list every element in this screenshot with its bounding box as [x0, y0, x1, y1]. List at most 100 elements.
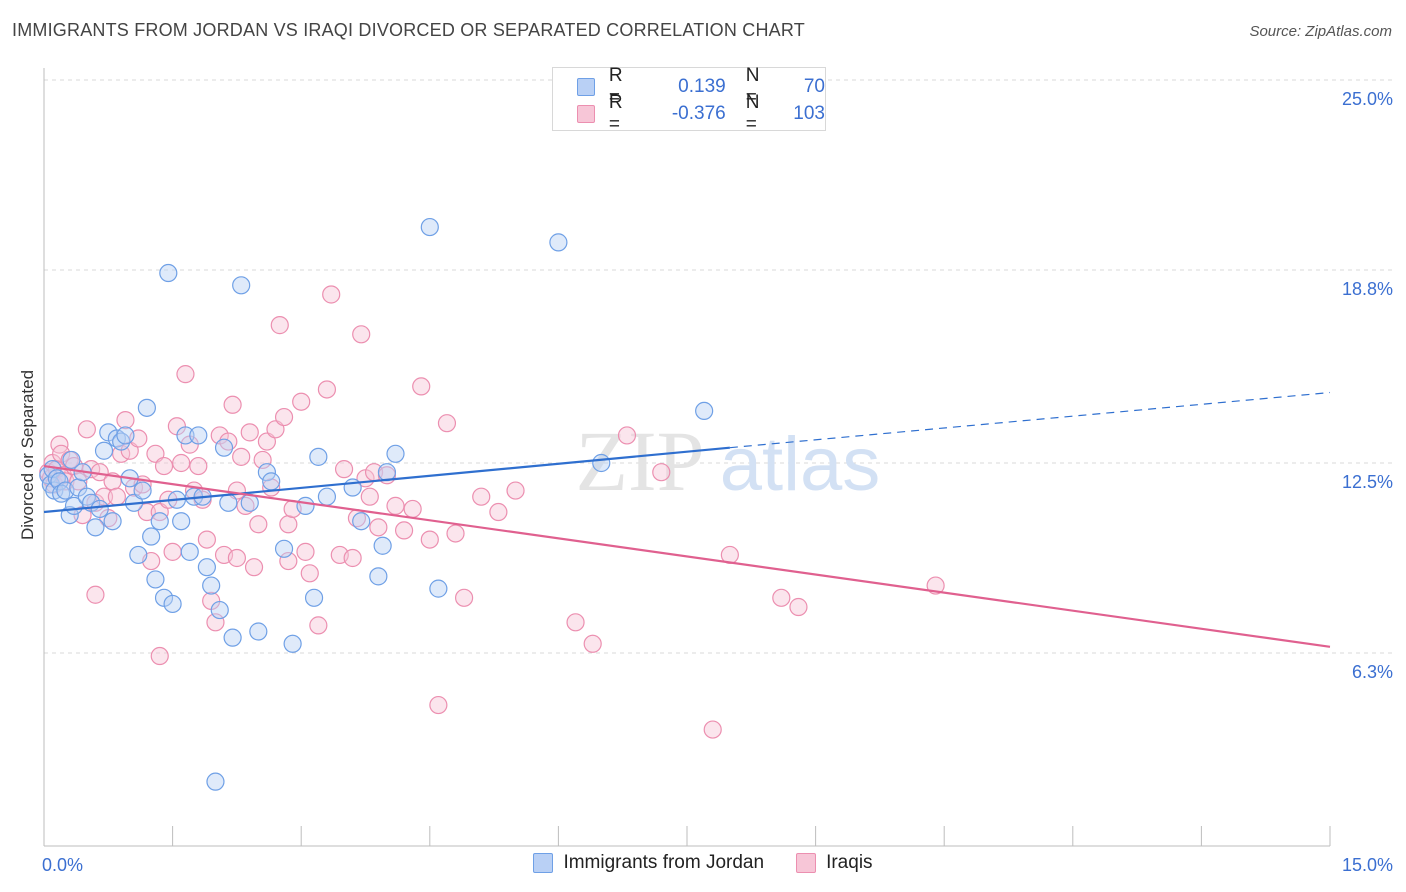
point-jordan — [214, 438, 234, 457]
legend-r-label: R = — [608, 92, 623, 135]
point-iraqi — [244, 558, 264, 577]
point-jordan — [133, 481, 152, 500]
legend-label-iraqis: Iraqis — [826, 852, 873, 873]
point-iraqi — [506, 481, 525, 500]
point-jordan — [197, 558, 216, 577]
point-iraqi — [86, 585, 105, 604]
point-jordan — [420, 217, 439, 237]
point-jordan — [210, 600, 229, 620]
legend-n-label: N = — [745, 65, 760, 108]
y-tick-label: 18.8% — [1342, 279, 1393, 299]
legend-n-label: N = — [745, 92, 760, 135]
legend-swatch-jordan — [577, 78, 595, 96]
point-jordan — [202, 576, 221, 595]
point-jordan — [180, 542, 199, 561]
point-jordan — [386, 444, 405, 463]
source-label: Source: ZipAtlas.com — [1249, 23, 1392, 40]
point-iraqi — [437, 414, 457, 433]
point-iraqi — [292, 392, 311, 411]
point-jordan — [142, 527, 161, 546]
point-jordan — [296, 496, 315, 515]
legend-row-jordan: R = 0.139 N = 70 — [577, 65, 825, 108]
point-jordan — [317, 487, 337, 506]
legend-swatch-iraqis — [577, 105, 595, 123]
point-jordan — [137, 398, 156, 417]
point-iraqi — [227, 548, 246, 568]
point-iraqi — [279, 515, 298, 534]
legend-item-iraqis[interactable]: Iraqis — [796, 852, 873, 874]
point-jordan — [592, 453, 611, 473]
point-jordan — [274, 539, 294, 558]
legend-n-value: 103 — [793, 103, 825, 124]
point-jordan — [304, 588, 324, 607]
point-iraqi — [317, 380, 337, 399]
point-iraqi — [489, 502, 508, 522]
trend-line-jordan — [43, 446, 730, 514]
series-legend: Immigrants from Jordan Iraqis — [0, 852, 1406, 874]
point-iraqi — [309, 616, 328, 635]
series-iraqis — [39, 285, 945, 739]
point-jordan — [189, 426, 208, 445]
point-iraqi — [386, 496, 405, 515]
point-jordan — [219, 493, 238, 512]
point-iraqi — [163, 542, 182, 561]
point-iraqi — [403, 499, 422, 519]
point-jordan — [129, 545, 148, 565]
point-jordan — [369, 567, 388, 586]
point-iraqi — [137, 502, 156, 522]
trend-lines — [43, 391, 1331, 648]
point-jordan — [352, 512, 371, 531]
point-jordan — [62, 450, 81, 470]
trend-line-jordan-extension — [729, 391, 1331, 449]
point-iraqi — [334, 460, 354, 479]
point-iraqi — [240, 423, 259, 442]
watermark-atlas: atlas — [720, 422, 881, 507]
point-iraqi — [652, 463, 671, 482]
point-jordan — [283, 634, 302, 653]
point-iraqi — [150, 646, 169, 666]
point-jordan — [223, 628, 242, 647]
point-iraqi — [583, 634, 602, 653]
point-jordan — [549, 233, 568, 252]
point-jordan — [257, 463, 277, 482]
point-iraqi — [300, 564, 319, 583]
legend-label-jordan: Immigrants from Jordan — [563, 852, 765, 873]
legend-r-label: R = — [608, 65, 623, 108]
point-iraqi — [172, 453, 191, 473]
point-iraqi — [77, 420, 96, 439]
point-iraqi — [454, 588, 474, 607]
legend-n-value: 70 — [803, 76, 825, 97]
point-iraqi — [369, 518, 388, 537]
point-jordan — [94, 441, 114, 460]
point-iraqi — [343, 548, 362, 568]
y-tick-label: 12.5% — [1342, 472, 1393, 492]
point-iraqi — [176, 365, 195, 384]
point-jordan — [695, 401, 714, 421]
point-iraqi — [360, 487, 379, 506]
legend-r-value: -0.376 — [671, 103, 726, 124]
trend-line-iraqis — [43, 464, 1331, 648]
point-iraqi — [789, 597, 808, 617]
point-iraqi — [566, 613, 585, 632]
tick-labels: 6.3% 12.5% 18.8% 25.0% 0.0% 15.0% — [42, 89, 1393, 875]
point-iraqi — [446, 524, 465, 543]
point-jordan — [373, 536, 392, 555]
chart-title: IMMIGRANTS FROM JORDAN VS IRAQI DIVORCED… — [12, 20, 805, 40]
point-jordan — [86, 518, 105, 537]
point-iraqi — [249, 515, 268, 534]
point-iraqi — [116, 411, 135, 430]
point-jordan — [377, 463, 397, 482]
point-iraqi — [223, 395, 242, 414]
legend-r-value: 0.139 — [678, 76, 726, 97]
legend-swatch-jordan — [533, 853, 554, 873]
point-iraqi — [197, 530, 216, 549]
legend-item-jordan[interactable]: Immigrants from Jordan — [533, 852, 764, 874]
point-jordan — [103, 512, 122, 531]
point-jordan — [90, 499, 109, 519]
point-iraqi — [189, 456, 208, 476]
y-tick-label: 25.0% — [1342, 89, 1393, 109]
point-iraqi — [107, 487, 126, 506]
point-iraqi — [703, 720, 722, 739]
point-iraqi — [617, 426, 637, 445]
